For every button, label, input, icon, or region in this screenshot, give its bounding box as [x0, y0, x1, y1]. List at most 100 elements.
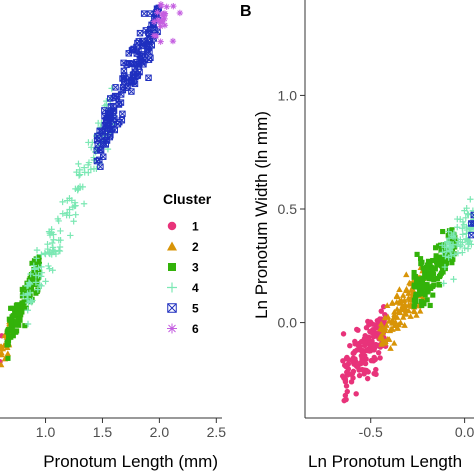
cluster-3-point [4, 342, 11, 348]
panel-b-y-tick-label: 1.0 [278, 87, 298, 103]
panel-b-points [339, 196, 474, 404]
panel-b-cluster-5-point [468, 220, 474, 227]
cluster-5-point [104, 123, 111, 130]
cluster-5-point [140, 61, 147, 68]
panel-b-cluster-2-point [411, 308, 418, 315]
panel-b-cluster-1-point [340, 331, 347, 337]
panel-b-cluster-1-point [373, 371, 379, 378]
panel-b-cluster-3-point [431, 276, 437, 282]
cluster-5-point [127, 78, 135, 85]
panel-b-cluster-1-point [370, 334, 377, 340]
cluster-3-point [22, 323, 28, 329]
panel-b-cluster-4-point [442, 253, 449, 260]
cluster-2-point [0, 345, 4, 352]
panel-b-cluster-4-point [446, 247, 454, 254]
cluster-4-point [49, 239, 56, 247]
panel-b-cluster-4-point [451, 234, 459, 242]
panel-b-cluster-1-point [359, 355, 365, 361]
panel-b-cluster-4-point [451, 251, 458, 258]
cluster-4-point [49, 267, 56, 274]
panel-b-y-axis-title: Ln Pronotum Width (ln mm) [252, 111, 271, 319]
panel-b-cluster-5-point [468, 231, 474, 239]
panel-b-cluster-1-point [375, 349, 382, 356]
panel-b-cluster-2-point [391, 339, 398, 346]
panel-b-cluster-4-point [440, 280, 447, 287]
panel-b-cluster-2-point [387, 325, 395, 332]
panel-b-cluster-3-point [430, 258, 436, 264]
panel-b-cluster-3-point [437, 282, 443, 288]
panel-b-cluster-3-point [449, 233, 455, 239]
panel-b-cluster-1-point [361, 360, 367, 366]
panel-b-cluster-4-point [449, 241, 457, 249]
cluster-3-point [14, 328, 20, 334]
cluster-3-point [16, 310, 22, 317]
cluster-5-point [143, 42, 150, 50]
panel-b-cluster-2-point [396, 286, 403, 292]
cluster-5-point [109, 116, 117, 124]
cluster-4-point [57, 227, 64, 235]
panel-b-cluster-3-point [438, 263, 445, 269]
cluster-4-point [76, 166, 83, 174]
panel-b-cluster-1-point [361, 340, 368, 346]
panel-b-letter: B [240, 3, 252, 20]
panel-b-cluster-2-point [377, 333, 384, 340]
cluster-5-point [95, 134, 103, 142]
panel-b-cluster-3-point [449, 260, 455, 266]
cluster-6-point [157, 1, 165, 8]
cluster-3-point [36, 258, 42, 264]
cluster-4-point [26, 280, 34, 288]
cluster-5-point [134, 72, 141, 80]
panel-b-cluster-3-point [411, 274, 417, 280]
panel-a-points [0, 1, 184, 368]
cluster-5-point [107, 110, 114, 118]
cluster-3-point [23, 305, 29, 311]
panel-b-cluster-3-point [441, 257, 447, 263]
panel-b-cluster-4-point [461, 244, 468, 252]
cluster-3-point [10, 313, 16, 319]
panel-a-x-axis-title: Pronotum Length (mm) [43, 452, 218, 471]
panel-b-cluster-1-point [370, 358, 377, 364]
cluster-2-point [4, 350, 12, 357]
cluster-5-point [109, 102, 117, 110]
panel-b-cluster-1-point [344, 369, 351, 375]
panel-b-cluster-3-point [434, 261, 440, 267]
cluster-5-point [132, 68, 139, 76]
panel-b-cluster-4-point [445, 228, 452, 235]
legend-label-3: 3 [192, 261, 199, 275]
cluster-4-point [88, 144, 95, 151]
panel-b-cluster-2-point [407, 313, 414, 319]
panel-b-cluster-3-point [451, 243, 457, 249]
panel-b-cluster-2-point [390, 319, 397, 326]
panel-b-ticks: -0.5 0.0 0.0 0.5 1.0 [278, 87, 474, 440]
panel-a: 1.0 1.5 2.0 2.5 Pronotum Length (mm) Cluste… [0, 1, 226, 471]
cluster-5-point [97, 163, 104, 170]
cluster-3-point [22, 285, 28, 291]
panel-b-cluster-1-point [378, 308, 384, 314]
cluster-5-point [140, 10, 148, 17]
panel-b-cluster-2-point [385, 317, 393, 324]
cluster-5-point [100, 153, 107, 160]
panel-b-cluster-1-point [352, 348, 358, 355]
cluster-6-point [176, 9, 184, 17]
cluster-5-point [116, 118, 123, 126]
panel-b-cluster-3-point [438, 248, 444, 254]
cluster-3-point [31, 281, 37, 287]
cluster-6-point [161, 11, 169, 19]
panel-b-cluster-2-point [402, 305, 409, 311]
panel-b-cluster-1-point [355, 342, 361, 348]
panel-b-cluster-3-point [431, 271, 437, 277]
cluster-5-point [120, 59, 127, 67]
panel-b-cluster-4-point [459, 231, 466, 238]
cluster-4-point [59, 210, 66, 217]
panel-b-cluster-3-point [413, 291, 419, 297]
cluster-6-point [170, 2, 177, 10]
cluster-3-point [20, 304, 26, 310]
panel-b-cluster-3-point [418, 298, 425, 304]
legend-key-1 [167, 221, 177, 231]
panel-b-cluster-2-point [379, 329, 387, 336]
panel-b-cluster-2-point [383, 322, 390, 328]
cluster-4-point [94, 119, 102, 127]
panel-b-cluster-2-point [393, 293, 401, 300]
panel-b-cluster-2-point [386, 336, 393, 342]
cluster-3-point [33, 269, 39, 275]
